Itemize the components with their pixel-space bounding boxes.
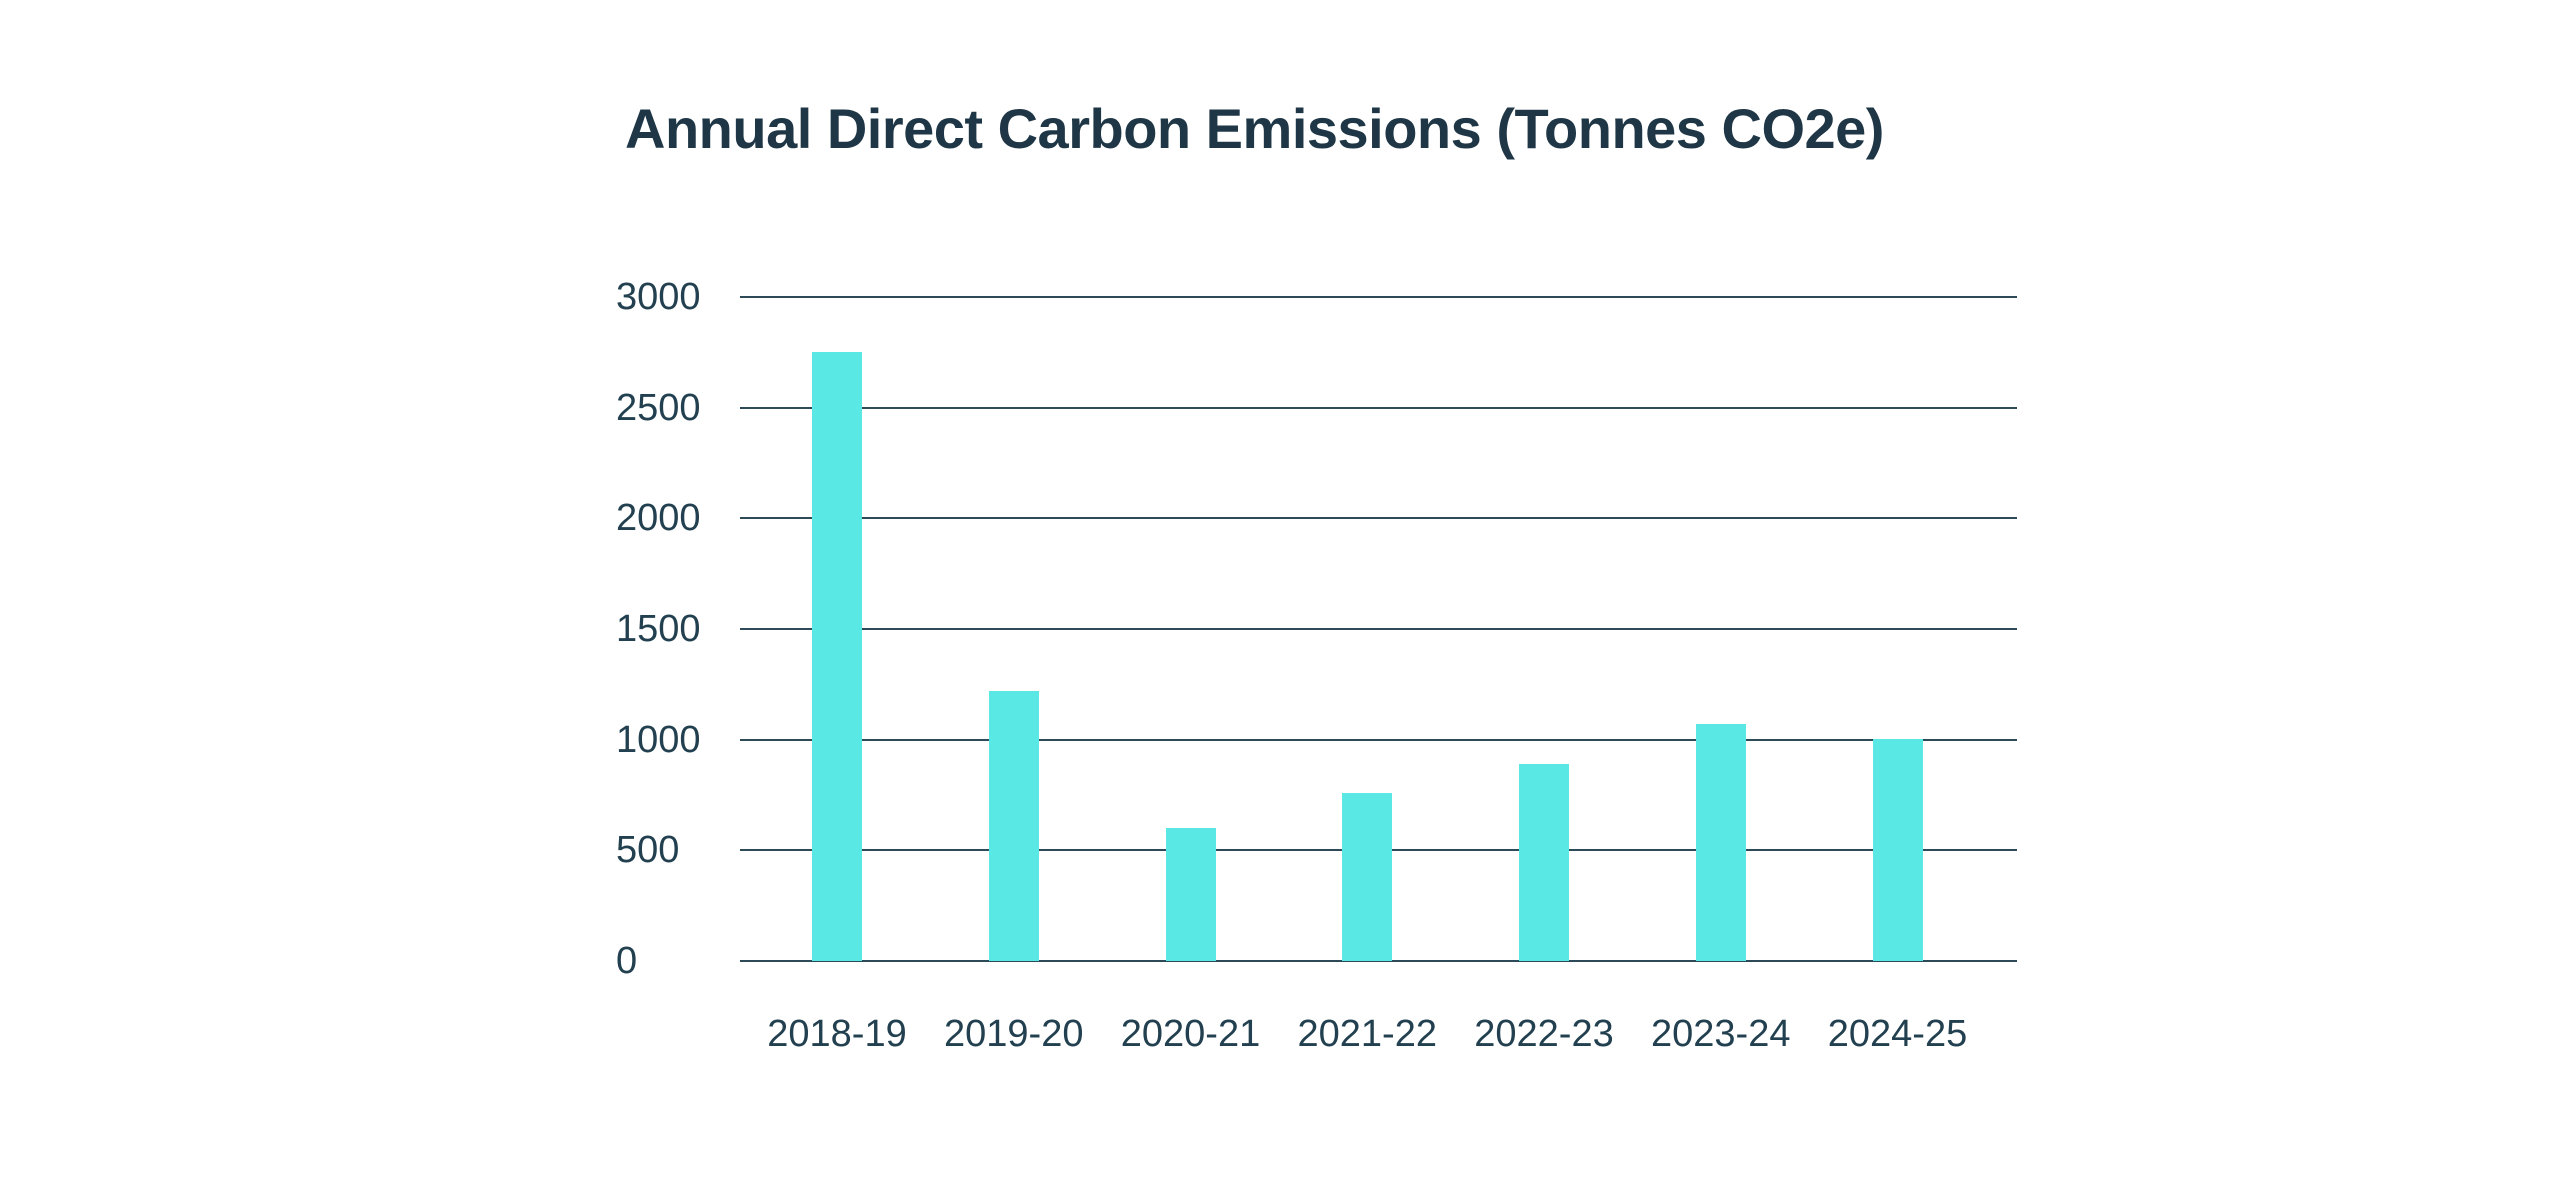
y-tick-label: 3000 — [616, 276, 701, 318]
x-tick-label: 2021-22 — [1297, 1013, 1437, 1055]
gridline — [740, 960, 2017, 962]
x-tick-label: 2023-24 — [1651, 1013, 1791, 1055]
gridline — [740, 406, 2017, 409]
chart-title: Annual Direct Carbon Emissions (Tonnes C… — [625, 97, 1884, 160]
plot-area: 0 500 1000 1500 2000 2500 3000 2018-19 2019-20 20… — [616, 278, 2017, 1053]
gridline — [740, 738, 2017, 741]
gridline — [740, 628, 2017, 630]
gridline — [740, 517, 2017, 520]
bar — [1519, 764, 1569, 961]
y-tick-label: 1000 — [616, 718, 701, 761]
y-tick-label: 0 — [616, 940, 638, 982]
bar — [812, 352, 862, 961]
x-tick-label: 2018-19 — [767, 1013, 907, 1055]
x-tick-label: 2024-25 — [1827, 1013, 1968, 1055]
gridline — [740, 296, 2017, 298]
bar — [1165, 828, 1216, 961]
x-tick-label: 2019-20 — [944, 1013, 1084, 1055]
bar — [1695, 724, 1746, 961]
x-tick-label: 2022-23 — [1474, 1013, 1614, 1055]
y-tick-label: 500 — [616, 829, 680, 872]
y-tick-label: 2500 — [616, 386, 701, 429]
y-tick-label: 1500 — [616, 608, 701, 650]
bar — [988, 690, 1039, 961]
x-tick-label: 2020-21 — [1120, 1013, 1261, 1055]
bar — [1342, 792, 1393, 961]
y-tick-label: 2000 — [616, 497, 701, 540]
bar — [1872, 738, 1923, 961]
